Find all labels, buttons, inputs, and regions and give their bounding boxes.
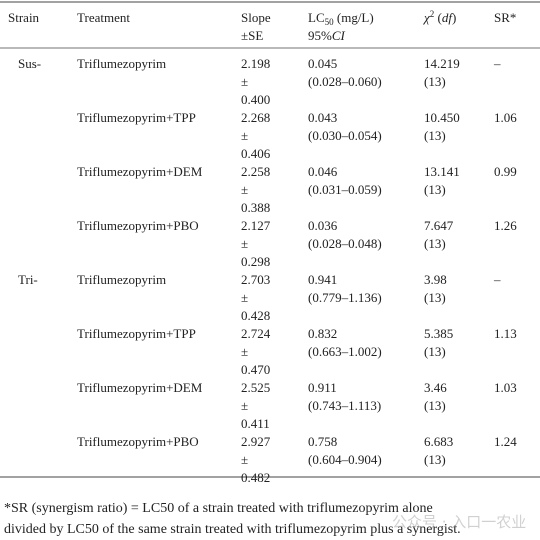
footnote-line: *SR (synergism ratio) = LC50 of a strain… <box>4 501 433 516</box>
lc50: (0.031–0.059) <box>308 182 382 197</box>
slope: 2.198 <box>241 56 270 71</box>
chi-square: (13) <box>424 344 446 359</box>
chi-square: 3.98 <box>424 272 447 287</box>
slope: 0.400 <box>241 92 270 107</box>
header-strain: Strain <box>8 10 40 25</box>
chi-square: (13) <box>424 398 446 413</box>
lc50: (0.663–1.002) <box>308 344 382 359</box>
chi-square: (13) <box>424 236 446 251</box>
lc: LC <box>308 10 325 25</box>
chi-square: (13) <box>424 74 446 89</box>
header-se: ±SE <box>241 28 263 43</box>
slope: 0.411 <box>241 416 270 431</box>
strain: Tri- <box>18 272 38 287</box>
slope: 2.127 <box>241 218 271 233</box>
sr: 1.06 <box>494 110 517 125</box>
chi-square: (13) <box>424 452 446 467</box>
slope: 0.428 <box>241 308 270 323</box>
watermark: 公众号 · 入口一农业 <box>392 513 526 531</box>
slope: ± <box>241 74 248 89</box>
header-slope: Slope <box>241 10 271 25</box>
header-chi: χ2 (df) <box>422 9 456 25</box>
lc50: (0.028–0.048) <box>308 236 382 251</box>
slope: 0.388 <box>241 200 270 215</box>
slope: ± <box>241 344 248 359</box>
slope: ± <box>241 452 248 467</box>
chi-symbol: χ <box>422 10 430 25</box>
header-lc50: LC50 (mg/L) <box>308 10 374 27</box>
header-ci: 95%CI <box>308 28 346 43</box>
sr: 0.99 <box>494 164 517 179</box>
footnote-line: divided by LC50 of the same strain treat… <box>4 522 461 537</box>
lc50: 0.043 <box>308 110 337 125</box>
sr: – <box>493 56 501 71</box>
slope: ± <box>241 236 248 251</box>
chi-square: 5.385 <box>424 326 453 341</box>
header-sr: SR* <box>494 10 516 25</box>
treatment: Triflumezopyrim <box>77 272 166 287</box>
chi-square: (13) <box>424 128 446 143</box>
slope: ± <box>241 290 248 305</box>
chi-df: df <box>442 10 455 25</box>
lc50: 0.045 <box>308 56 337 71</box>
sr: 1.03 <box>494 380 517 395</box>
lc50: 0.046 <box>308 164 338 179</box>
lc-sub: 50 <box>325 17 335 27</box>
slope: 2.268 <box>241 110 270 125</box>
lc50: 0.036 <box>308 218 338 233</box>
chi-close: ) <box>452 10 456 25</box>
slope: 0.406 <box>241 146 271 161</box>
chi-square: 3.46 <box>424 380 447 395</box>
lc50: 0.758 <box>308 434 337 449</box>
slope: 2.927 <box>241 434 271 449</box>
treatment: Triflumezopyrim+DEM <box>77 380 203 395</box>
slope: ± <box>241 398 248 413</box>
slope: 0.482 <box>241 470 270 485</box>
slope: ± <box>241 128 248 143</box>
treatment: Triflumezopyrim <box>77 56 166 71</box>
chi-square: 6.683 <box>424 434 453 449</box>
lc50: (0.779–1.136) <box>308 290 382 305</box>
chi-square: 7.647 <box>424 218 454 233</box>
slope: 2.724 <box>241 326 271 341</box>
slope: 2.258 <box>241 164 270 179</box>
sr: – <box>493 272 501 287</box>
sr: 1.24 <box>494 434 517 449</box>
treatment: Triflumezopyrim+PBO <box>77 218 199 233</box>
chi-square: 14.219 <box>424 56 460 71</box>
chi-sup: 2 <box>430 9 435 19</box>
lc50: (0.604–0.904) <box>308 452 382 467</box>
ci-pct: 95% <box>308 28 332 43</box>
lc-unit: (mg/L) <box>334 10 374 25</box>
strain: Sus- <box>18 56 41 71</box>
chi-square: (13) <box>424 290 446 305</box>
lc50: 0.832 <box>308 326 337 341</box>
treatment: Triflumezopyrim+PBO <box>77 434 199 449</box>
slope: 0.298 <box>241 254 270 269</box>
slope: 0.470 <box>241 362 270 377</box>
slope: ± <box>241 182 248 197</box>
slope: 2.525 <box>241 380 270 395</box>
lc50: (0.028–0.060) <box>308 74 382 89</box>
sr: 1.13 <box>494 326 517 341</box>
sr: 1.26 <box>494 218 517 233</box>
treatment: Triflumezopyrim+TPP <box>77 326 196 341</box>
treatment: Triflumezopyrim+DEM <box>77 164 203 179</box>
lc50: (0.743–1.113) <box>308 398 381 413</box>
chi-square: (13) <box>424 182 446 197</box>
header-treatment: Treatment <box>77 10 130 25</box>
slope: 2.703 <box>241 272 270 287</box>
lc50: (0.030–0.054) <box>308 128 382 143</box>
chi-square: 10.450 <box>424 110 460 125</box>
lc50: 0.911 <box>308 380 337 395</box>
lc50: 0.941 <box>308 272 337 287</box>
treatment: Triflumezopyrim+TPP <box>77 110 196 125</box>
ci: CI <box>332 28 346 43</box>
chi-open: ( <box>434 10 442 25</box>
chi-square: 13.141 <box>424 164 460 179</box>
